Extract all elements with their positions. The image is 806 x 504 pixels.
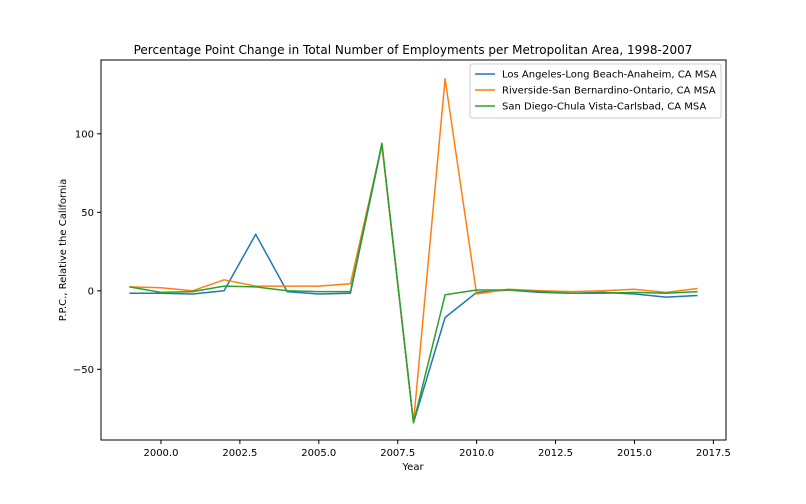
y-tick-label: 100 (75, 129, 94, 140)
plot-frame (100, 59, 727, 441)
x-axis-label: Year (401, 462, 424, 473)
y-tick-label: 50 (81, 208, 94, 219)
legend-box (469, 63, 722, 119)
x-tick-label: 2010.0 (459, 448, 494, 459)
series-line-2 (129, 78, 698, 424)
x-tick-label: 2007.5 (380, 448, 415, 459)
legend-entry-2: Riverside-San Bernardino-Ontario, CA MSA (502, 86, 716, 97)
plot-lines (129, 78, 698, 424)
x-tick-label: 2017.5 (696, 448, 731, 459)
x-axis: 2000.0 2002.5 2005.0 2007.5 2010.0 2012.5 2015… (143, 440, 731, 459)
y-axis: −50 0 50 100 (73, 129, 101, 376)
x-tick-label: 2000.0 (143, 448, 178, 459)
x-tick-label: 2015.0 (617, 448, 652, 459)
series-line-3 (129, 142, 698, 424)
y-tick-label: −50 (73, 365, 94, 376)
y-axis-label: P.P.C., Relative the California (58, 179, 69, 321)
legend-entry-3: San Diego-Chula Vista-Carlsbad, CA MSA (502, 102, 706, 113)
legend: Los Angeles-Long Beach-Anaheim, CA MSA Ri… (469, 63, 722, 119)
legend-entry-1: Los Angeles-Long Beach-Anaheim, CA MSA (502, 70, 717, 81)
chart-title: Percentage Point Change in Total Number … (134, 43, 693, 57)
x-tick-label: 2005.0 (301, 448, 336, 459)
x-tick-label: 2002.5 (222, 448, 257, 459)
x-tick-label: 2012.5 (538, 448, 573, 459)
y-tick-label: 0 (88, 286, 94, 297)
